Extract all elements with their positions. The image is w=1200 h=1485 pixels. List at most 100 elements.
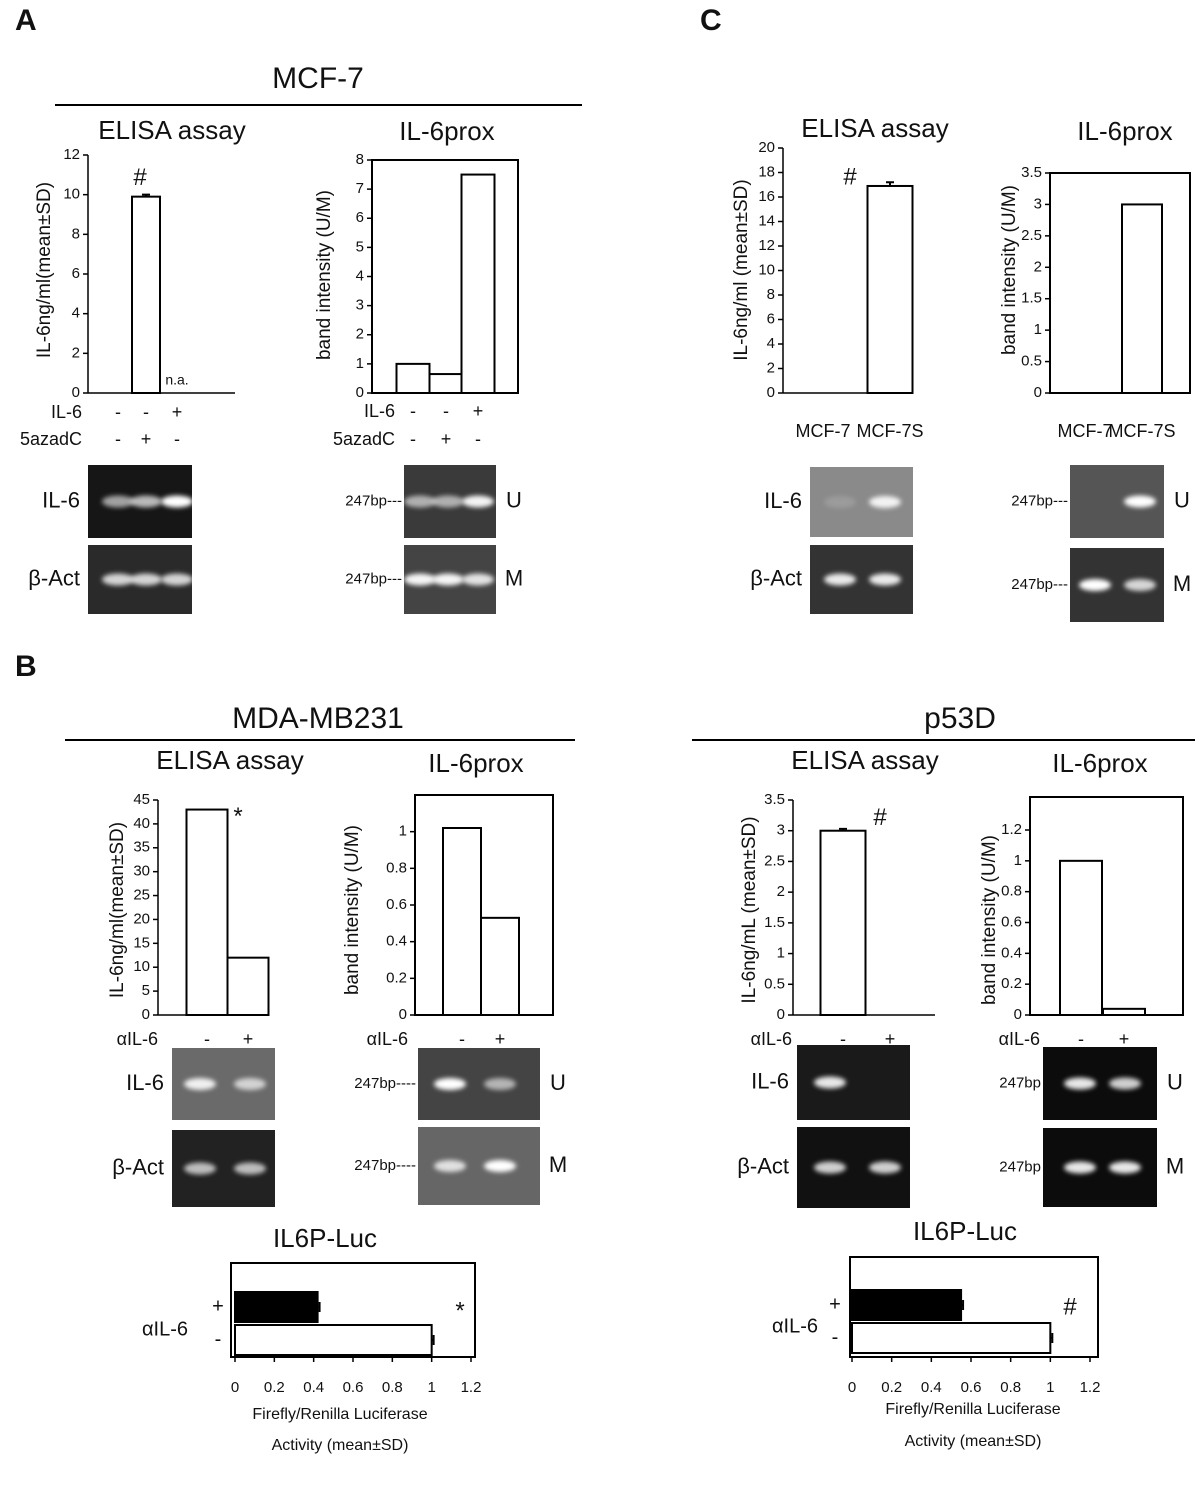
y-tick-label: 3	[777, 822, 785, 839]
condition-sign: -	[1078, 1029, 1084, 1049]
y-tick-label: 8	[72, 225, 80, 242]
y-tick-label: 0.4	[1001, 944, 1022, 961]
y-tick-label: 1	[399, 823, 407, 840]
chart-title: IL-6prox	[428, 748, 523, 778]
y-tick-label: 0	[142, 1006, 150, 1023]
gel-label: 247bp---	[1011, 576, 1068, 593]
annotation: *	[233, 803, 242, 830]
y-axis-label: IL-6ng/ml(mean±SD)	[107, 822, 128, 998]
gel-band	[814, 1161, 846, 1174]
gel-band	[462, 573, 494, 586]
y-tick-label: 0.4	[386, 933, 407, 950]
condition-sign: +	[473, 401, 484, 421]
gel-band	[484, 1078, 516, 1090]
gel-band	[824, 573, 856, 586]
gel-band	[824, 496, 856, 508]
y-tick-label: 2	[767, 359, 775, 376]
gel-tag: M	[1173, 571, 1191, 596]
gel-label: IL-6	[751, 1068, 789, 1093]
x-tick-label: MCF-7S	[1109, 421, 1176, 441]
y-tick-label: 25	[133, 887, 150, 904]
condition-sign: -	[174, 429, 180, 449]
y-tick-label: 40	[133, 815, 150, 832]
gel-label: β-Act	[750, 565, 802, 590]
x-tick-label: 0.6	[343, 1379, 364, 1396]
condition-sign: -	[410, 429, 416, 449]
annotation: #	[843, 163, 857, 190]
y-tick-label: 15	[133, 934, 150, 951]
chart-title: ELISA assay	[98, 115, 245, 145]
x-tick-label: MCF-7	[1058, 421, 1113, 441]
condition-label: αIL-6	[367, 1029, 408, 1049]
gel-label: IL-6	[764, 488, 802, 513]
y-tick-label: 4	[356, 267, 364, 284]
y-tick-label: 3	[356, 297, 364, 314]
y-tick-label: 10	[63, 186, 80, 203]
condition-sign: -	[840, 1029, 846, 1049]
gel-band	[234, 1078, 266, 1090]
bar	[442, 827, 482, 1016]
y-axis-label: band intensity (U/M)	[999, 185, 1020, 355]
error-bar	[142, 193, 150, 197]
gel-band	[814, 1076, 846, 1089]
annotation: *	[455, 1297, 464, 1324]
y-tick-label: 4	[767, 335, 775, 352]
bar	[460, 173, 496, 394]
y-tick-label: 6	[767, 310, 775, 327]
y-tick-label: 1	[777, 945, 785, 962]
gel-label: 247bp---	[345, 492, 402, 509]
gel-band	[161, 573, 193, 586]
y-tick-label: 0	[767, 384, 775, 401]
gel-band	[234, 1162, 266, 1175]
y-axis-label: band intensity (U/M)	[342, 825, 363, 995]
y-tick-label: 0.5	[1021, 353, 1042, 370]
y-tick-label: 3	[1034, 195, 1042, 212]
bar	[1121, 203, 1163, 394]
error-bar	[839, 827, 847, 831]
error-bar	[961, 1300, 965, 1310]
bar	[819, 829, 867, 1017]
gel-band	[1124, 495, 1156, 508]
condition-sign: -	[115, 429, 121, 449]
gel-band	[484, 1160, 516, 1172]
y-tick-label: 0	[356, 384, 364, 401]
y-tick-label: 10	[758, 261, 775, 278]
panel-label: B	[15, 650, 37, 683]
condition-sign: -	[115, 402, 121, 422]
x-axis-label: Firefly/Renilla Luciferase	[252, 1406, 427, 1423]
x-tick-label: 1	[1046, 1379, 1054, 1396]
gel-band	[432, 495, 464, 508]
x-tick-label: MCF-7S	[857, 421, 924, 441]
y-tick-label: 16	[758, 188, 775, 205]
condition-label: 5azadC	[333, 429, 395, 449]
gel-label: β-Act	[112, 1154, 164, 1179]
y-tick-label: 1.5	[1021, 290, 1042, 307]
y-tick-label: 2	[356, 326, 364, 343]
gel-band	[102, 573, 134, 586]
gel-band	[432, 573, 464, 586]
y-tick-label: 0.6	[1001, 913, 1022, 930]
gel-band	[1079, 579, 1111, 591]
y-tick-label: 0.2	[1001, 975, 1022, 992]
bar	[851, 1322, 1052, 1354]
y-tick-label: 0	[72, 384, 80, 401]
x-tick-label: 1.2	[1080, 1379, 1101, 1396]
gel-band	[102, 495, 134, 508]
x-axis-label: Firefly/Renilla Luciferase	[885, 1401, 1060, 1418]
gel-label: β-Act	[737, 1153, 789, 1178]
bar	[234, 1324, 433, 1356]
gel-tag: U	[1167, 1069, 1183, 1094]
bar	[226, 956, 270, 1017]
y-tick-label: 3.5	[1021, 164, 1042, 181]
condition-label: IL-6	[364, 401, 395, 421]
condition-sign: +	[885, 1029, 896, 1049]
gel-band	[434, 1160, 466, 1172]
group-title: MCF-7	[272, 62, 364, 95]
y-tick-label: 0	[1034, 384, 1042, 401]
x-tick-label: 0.4	[303, 1379, 324, 1396]
y-tick-label: 2	[777, 883, 785, 900]
condition-label: αIL-6	[999, 1029, 1040, 1049]
y-tick-label: 0.5	[764, 975, 785, 992]
y-tick-label: 2.5	[764, 852, 785, 869]
bar	[185, 808, 229, 1016]
